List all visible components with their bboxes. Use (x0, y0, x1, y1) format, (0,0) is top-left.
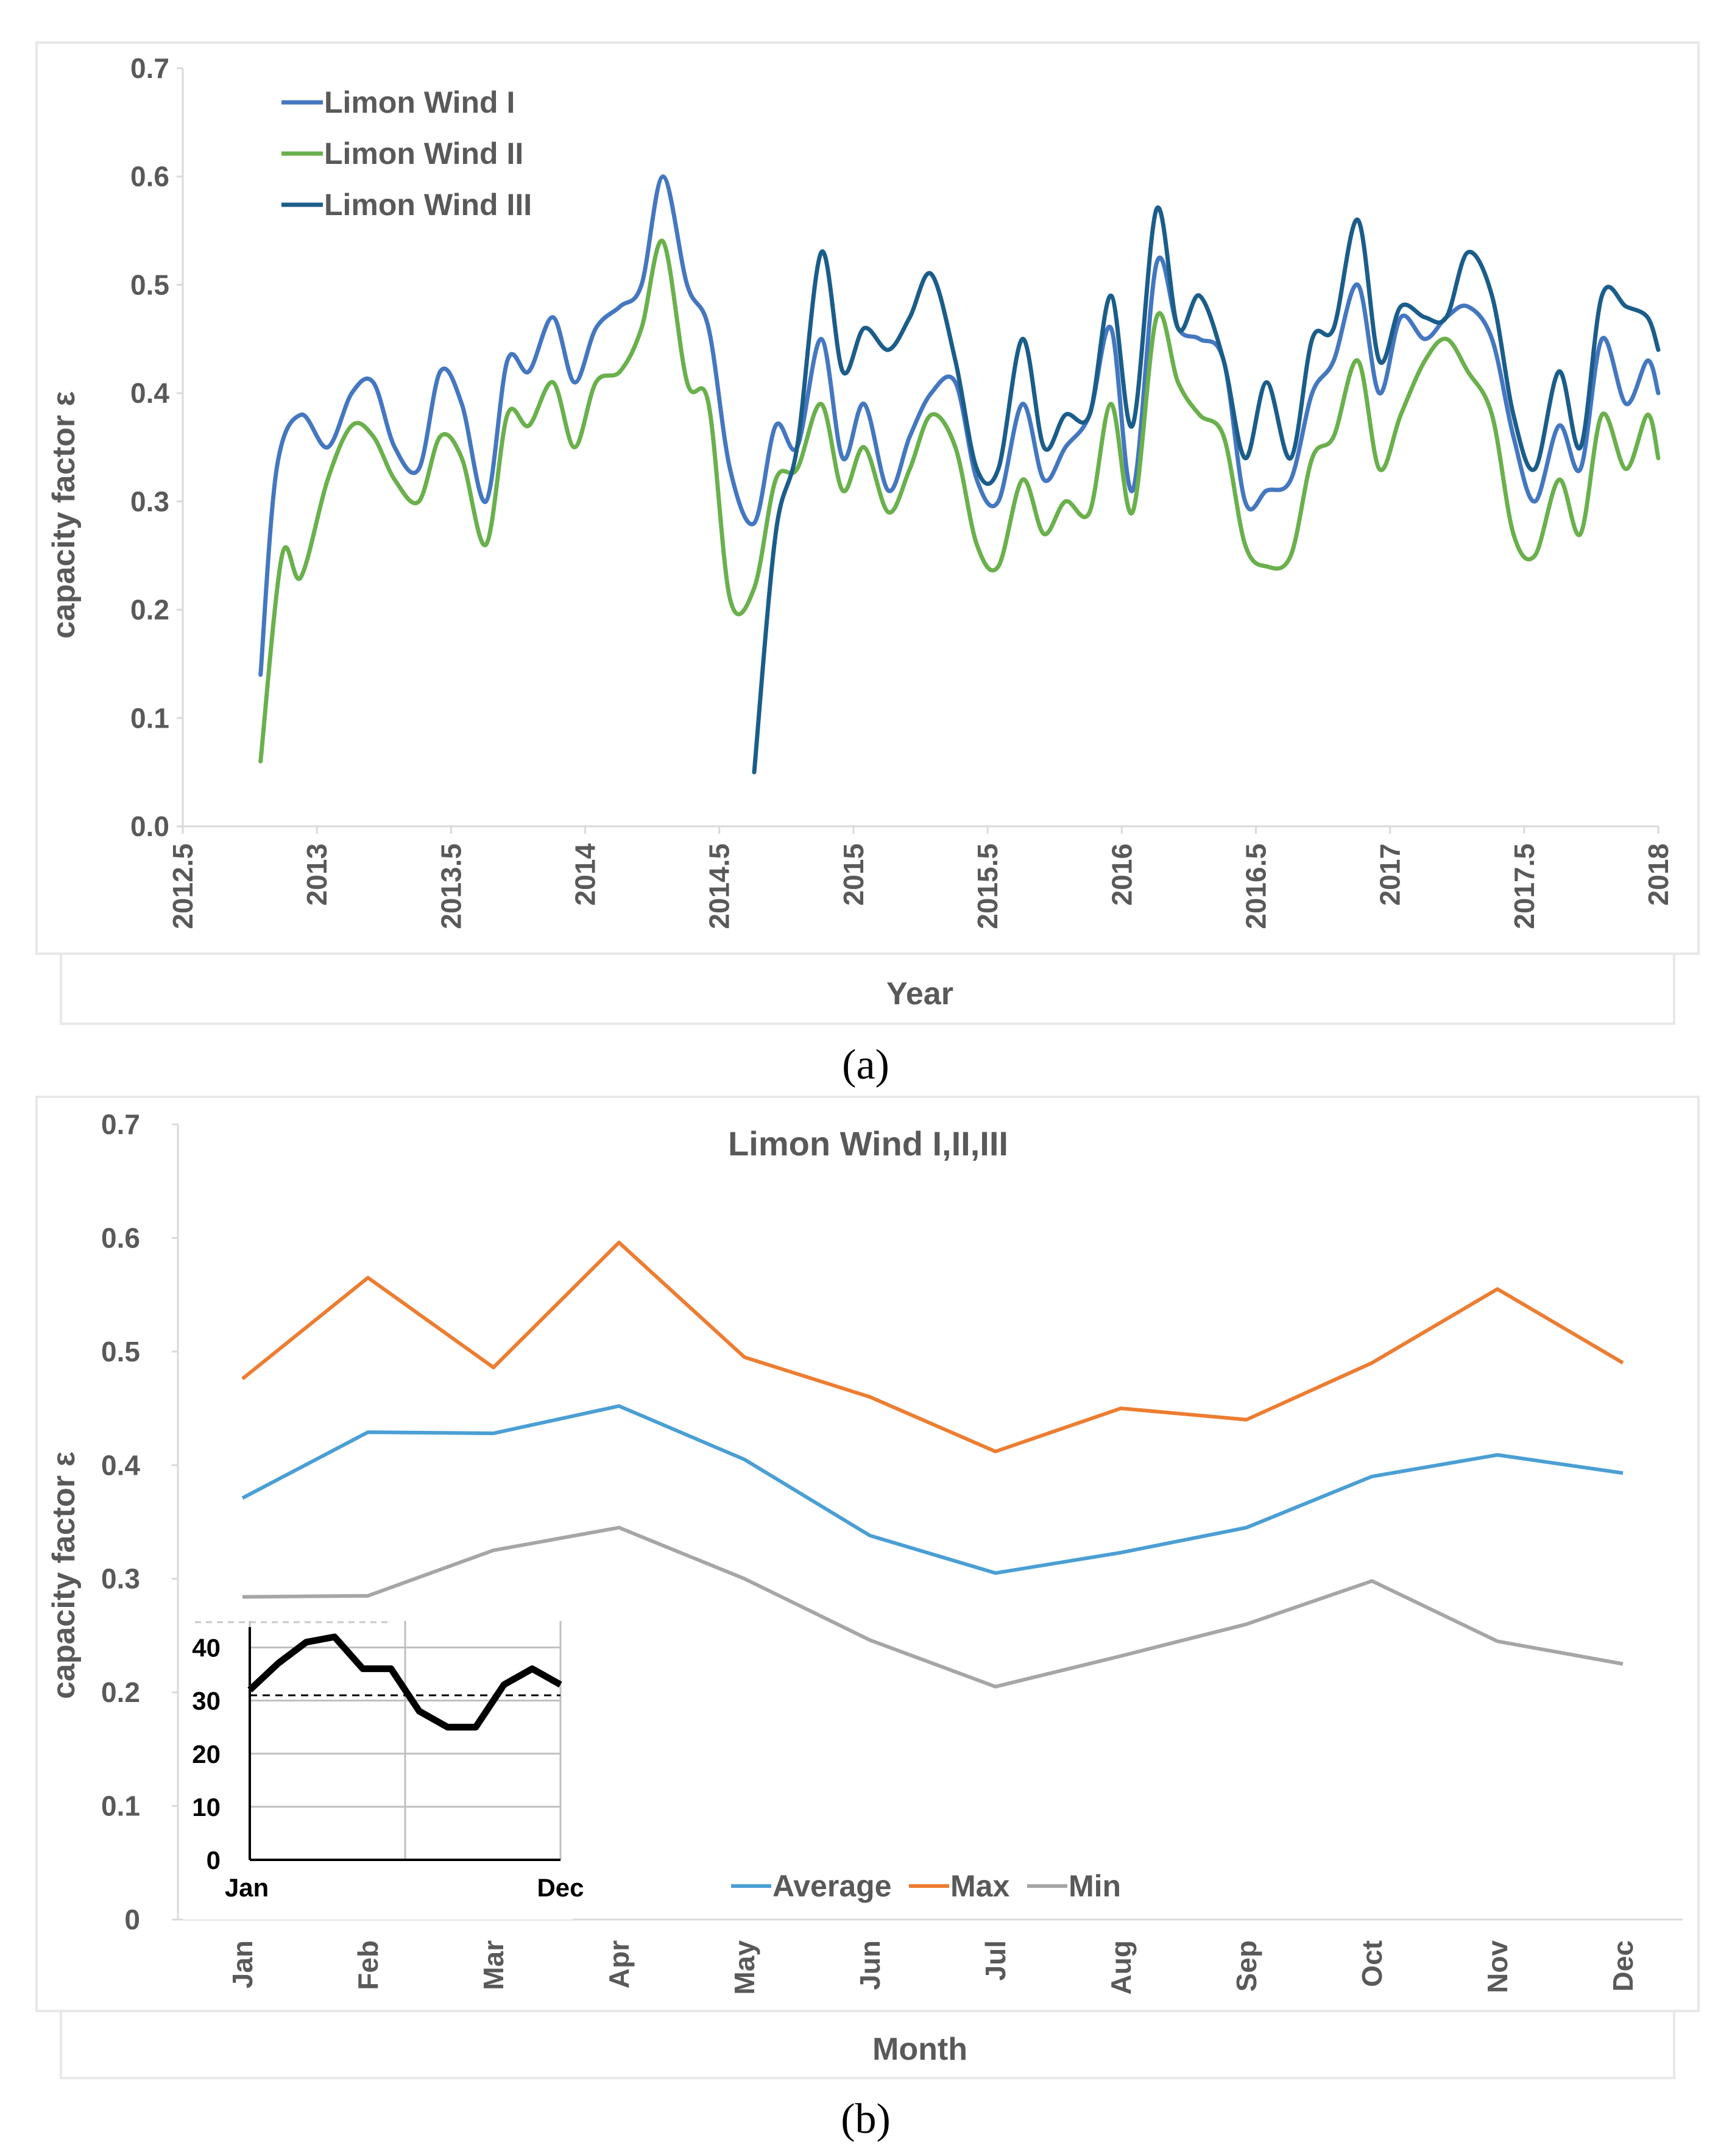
panel-b-ytick-label: 0.2 (101, 1676, 140, 1708)
panel-a-ytick-label: 0.3 (130, 486, 169, 517)
panel-b-xtick-label: May (729, 1940, 760, 1995)
panel-b-title: Limon Wind I,II,III (728, 1124, 1008, 1163)
legend-label: Limon Wind I (324, 85, 515, 119)
series-line-limon-wind-ii (258, 238, 1661, 764)
panel-a-ylabel: capacity factor ε (46, 391, 82, 639)
panel-b-ytick-label: 0.4 (101, 1449, 140, 1481)
panel-b-ytick-label: 0.5 (101, 1336, 140, 1367)
panel-a-legend: Limon Wind I Limon Wind II Limon Wind III (281, 85, 532, 222)
panel-a-xtick-label: 2017 (1374, 843, 1406, 906)
panel-a-caption: (a) (842, 1041, 889, 1088)
legend-label: Limon Wind II (324, 137, 523, 171)
panel-b-xtick-label: Nov (1482, 1940, 1513, 1993)
panel-b-xtick-label: Feb (352, 1940, 384, 1990)
inset-ytick-label: 30 (192, 1687, 221, 1715)
panel-b-ytick-label: 0.7 (101, 1108, 140, 1140)
panel-b-ylabel: capacity factor ε (46, 1452, 82, 1699)
panel-b-xtick-label: Jan (227, 1940, 258, 1988)
panel-a-ytick-label: 0.4 (130, 377, 169, 409)
series-line-limon-wind-iii (752, 205, 1661, 775)
inset-ytick-label: 20 (192, 1740, 221, 1768)
panel-b-xtick-label: Dec (1607, 1940, 1639, 1991)
inset-ytick-label: 40 (192, 1634, 221, 1662)
panel-b-legend: Average Max Min (731, 1869, 1121, 1903)
panel-b-xtick-label: Aug (1105, 1940, 1137, 1995)
panel-a-ytick-label: 0.1 (130, 702, 169, 734)
panel-b-xtick-label: Sep (1231, 1940, 1262, 1991)
legend-label: Limon Wind III (324, 188, 532, 222)
panel-b-xtick-label: Jul (980, 1940, 1011, 1980)
panel-a-plot: 0.0 0.1 0.2 0.3 0.4 0.5 0.6 0.7 2012.5 2013 2013.5… (130, 52, 1674, 929)
panel-b-ytick-label: 0 (124, 1904, 140, 1935)
panel-a-xtick-label: 2014.5 (704, 843, 735, 929)
panel-a-xtick-label: 2013 (301, 843, 333, 906)
series-line-average (241, 1404, 1624, 1575)
panel-b-plot: 0 0.1 0.2 0.3 0.4 0.5 0.6 0.7 Jan Feb Mar Apr May Jun… (101, 1108, 1683, 1995)
inset-ytick-label: 0 (207, 1846, 221, 1874)
inset-xtick-label: Dec (537, 1873, 584, 1902)
panel-a-frame (35, 41, 1700, 955)
panel-b-xtick-label: Apr (603, 1940, 635, 1988)
inset-xtick-label: Jan (225, 1873, 269, 1902)
panel-a-ytick-label: 0.6 (130, 161, 169, 193)
panel-b-xtick-label: Mar (478, 1940, 509, 1990)
panel-b-xtick-label: Oct (1356, 1940, 1388, 1987)
panel-a-ytick-label: 0.2 (130, 594, 169, 626)
panel-b-ytick-label: 0.6 (101, 1222, 140, 1254)
legend-label: Min (1069, 1869, 1121, 1903)
legend-label: Max (950, 1869, 1009, 1903)
panel-a-xtick-label: 2017.5 (1508, 843, 1540, 929)
panel-b-xlabel: Month (872, 2032, 967, 2067)
panel-b-xtick-label: Jun (854, 1940, 886, 1990)
series-line-max (241, 1240, 1624, 1453)
panel-b-ytick-label: 0.1 (101, 1790, 140, 1822)
panel-a-xtick-label: 2016 (1106, 843, 1137, 906)
panel-a-xtick-label: 2013.5 (435, 843, 467, 929)
legend-label: Average (772, 1869, 891, 1903)
series-line-min (242, 1525, 1624, 1689)
panel-a-xtick-label: 2018 (1642, 843, 1674, 906)
inset-ytick-label: 10 (192, 1793, 221, 1821)
panel-a-xtick-label: 2015 (838, 843, 869, 906)
series-line-limon-wind-i (258, 174, 1661, 677)
panel-a-xtick-label: 2015.5 (972, 843, 1003, 929)
panel-a-xtick-label: 2012.5 (167, 843, 199, 929)
panel-a: capacity factor ε Year 0.00.10.20.30.40.… (35, 41, 1700, 1025)
panel-a-ytick-label: 0.0 (130, 810, 169, 842)
panel-a-ytick-label: 0.7 (130, 52, 169, 84)
panel-b: Limon Wind I,II,III capacity factor ε Mo… (35, 1096, 1700, 2079)
panel-a-xlabel: Year (886, 976, 953, 1012)
panel-b-ytick-label: 0.3 (101, 1563, 140, 1595)
panel-b-caption: (b) (841, 2096, 891, 2143)
inset-series-line (247, 1633, 562, 1731)
panel-a-ytick-label: 0.5 (130, 269, 169, 300)
panel-b-xlabel-box (60, 2010, 1675, 2079)
panel-a-xlabel-box (60, 952, 1675, 1025)
inset-chart: 0 10 20 30 40 Jan Dec (183, 1621, 584, 1920)
panel-a-xtick-label: 2016.5 (1240, 843, 1271, 929)
panel-a-xtick-label: 2014 (570, 843, 601, 906)
